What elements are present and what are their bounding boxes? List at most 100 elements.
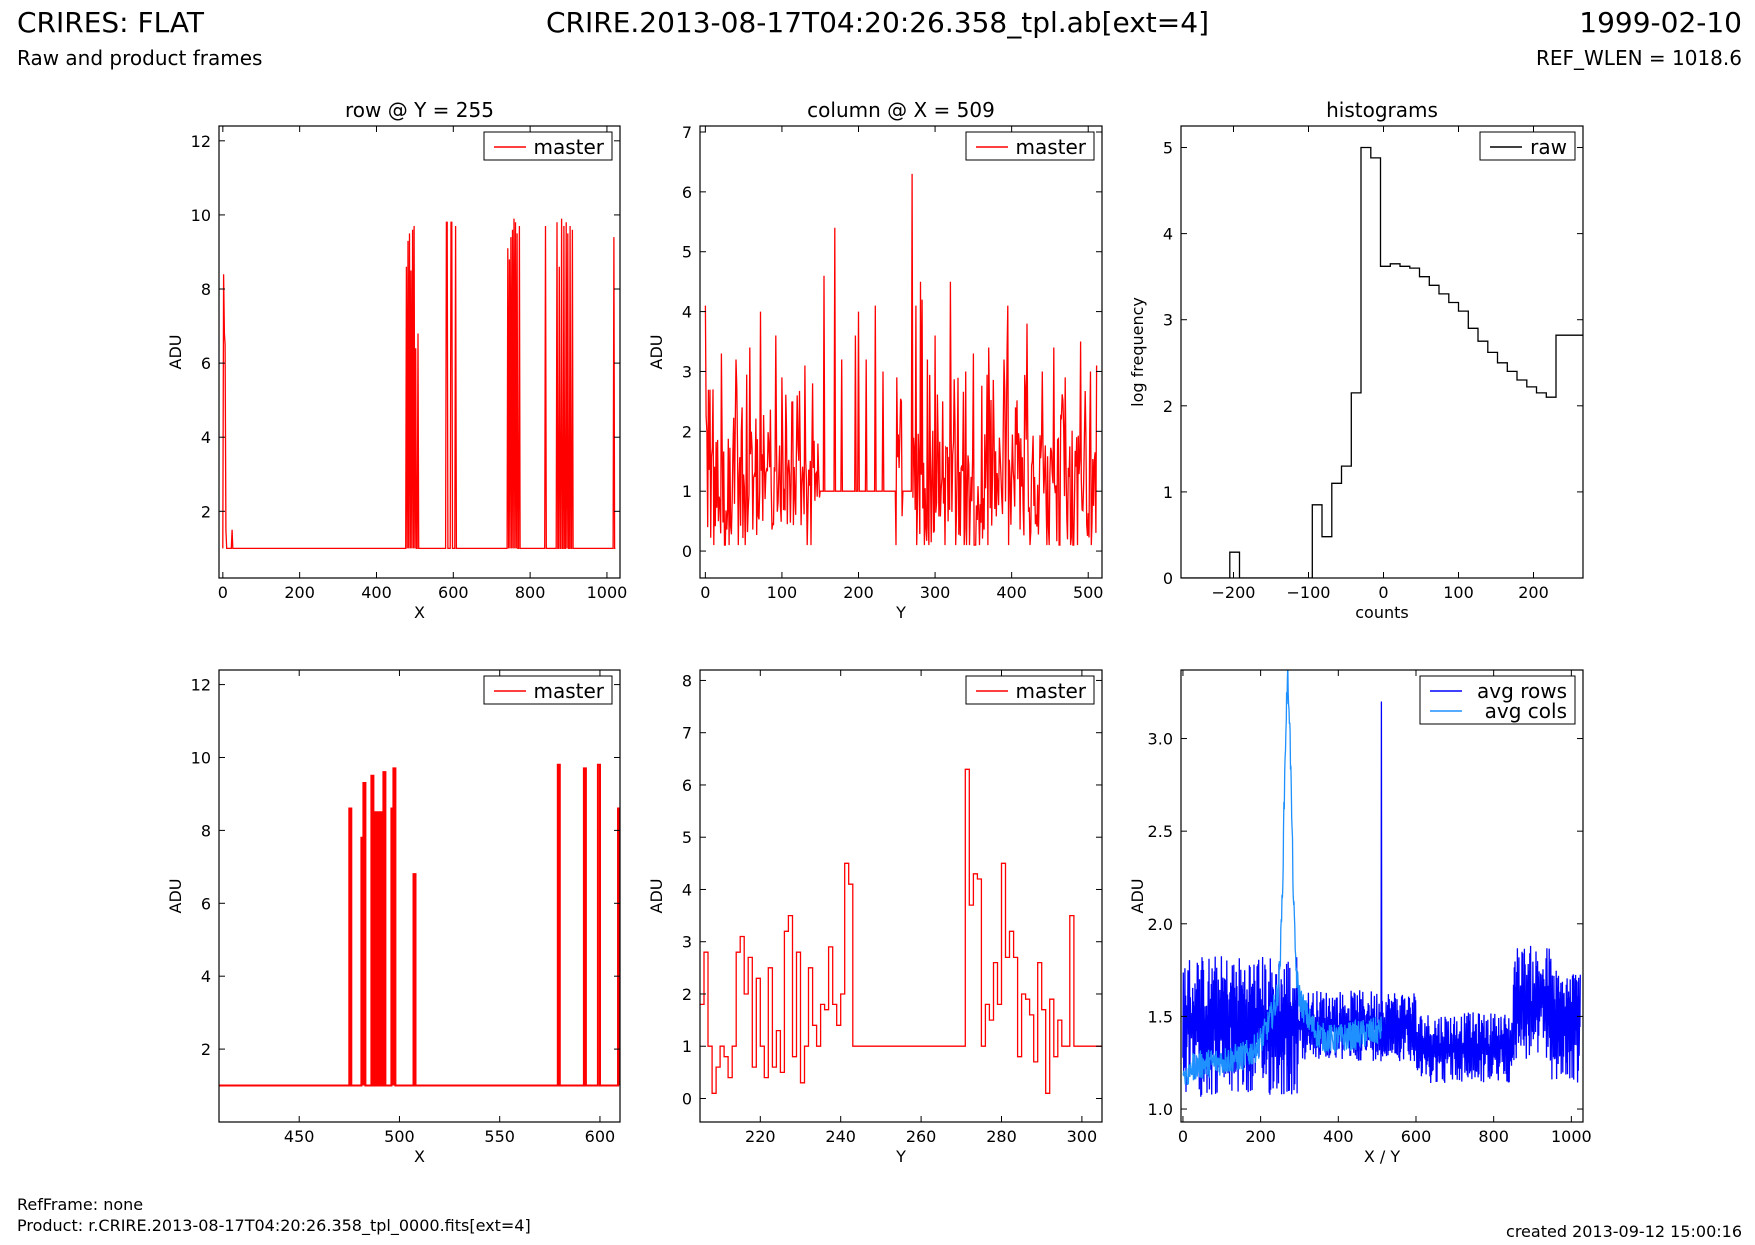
created-label: created 2013-09-12 15:00:16 [1506, 1222, 1742, 1241]
x-axis-label: counts [1355, 603, 1408, 622]
legend-box [1479, 131, 1576, 161]
chart-panel-1: row @ Y = 255 X ADU 0 200 400 600 800 1000 2 4 6 8 10… [166, 98, 627, 622]
y-tick-label: 3 [1163, 311, 1173, 330]
panel-title: column @ X = 509 [807, 98, 995, 122]
y-tick-label: 1 [682, 482, 692, 501]
y-axis-label: ADU [166, 335, 185, 370]
legend-label: master [533, 135, 604, 159]
y-axis-label: ADU [1128, 879, 1147, 914]
legend-box [965, 131, 1095, 161]
x-tick-label: 450 [284, 1127, 315, 1146]
plot-area [222, 218, 616, 550]
y-tick-label: 4 [1163, 225, 1173, 244]
y-tick-label: 2.5 [1148, 822, 1173, 841]
y-tick-label: 8 [201, 821, 211, 840]
y-tick-label: 8 [682, 671, 692, 690]
x-tick-label: 600 [585, 1127, 616, 1146]
x-tick-label: 100 [1443, 583, 1474, 602]
y-tick-label: 12 [191, 132, 211, 151]
y-tick-label: 2 [682, 985, 692, 1004]
y-tick-label: 0 [682, 1089, 692, 1108]
y-tick-label: 6 [201, 354, 211, 373]
y-axis-label: log frequency [1128, 297, 1147, 407]
x-tick-label: 200 [1245, 1127, 1276, 1146]
x-tick-label: 300 [1067, 1127, 1098, 1146]
chart-panel-4: X ADU 450 500 550 600 2 4 6 8 10 12 master [166, 669, 621, 1166]
x-tick-label: 260 [906, 1127, 937, 1146]
plot-frame [1180, 125, 1584, 579]
y-tick-label: 12 [191, 676, 211, 695]
x-tick-label: 300 [920, 583, 951, 602]
panel-title: row @ Y = 255 [345, 98, 494, 122]
plot-area [700, 768, 1102, 1094]
chart-panel-2: column @ X = 509 Y ADU 0 100 200 300 400 500 0 1 2 3… [647, 98, 1103, 622]
x-axis-label: X / Y [1364, 1147, 1401, 1166]
x-tick-label: 0 [1178, 1127, 1188, 1146]
y-tick-label: 0 [1163, 569, 1173, 588]
legend-label: master [1015, 679, 1086, 703]
series-line-master [222, 218, 616, 550]
legend-label: raw [1530, 135, 1567, 159]
plot-frame [218, 669, 621, 1123]
y-tick-label: 1 [682, 1037, 692, 1056]
product-label: Product: r.CRIRE.2013-08-17T04:20:26.358… [17, 1216, 531, 1235]
x-tick-label: 220 [745, 1127, 776, 1146]
plot-area [1181, 146, 1583, 578]
series-line-master [219, 763, 620, 1087]
y-tick-label: 1.5 [1148, 1007, 1173, 1026]
y-tick-label: 3.0 [1148, 730, 1173, 749]
x-tick-label: 1000 [587, 583, 628, 602]
y-tick-label: 4 [201, 967, 211, 986]
x-tick-label: 800 [515, 583, 546, 602]
legend: master [965, 675, 1095, 705]
x-tick-label: 500 [384, 1127, 415, 1146]
y-tick-label: 4 [682, 303, 692, 322]
y-axis-label: ADU [166, 879, 185, 914]
x-tick-label: 280 [986, 1127, 1017, 1146]
y-tick-label: 2.0 [1148, 915, 1173, 934]
plot-area [704, 173, 1098, 546]
legend-box [1419, 675, 1576, 725]
y-axis-label: ADU [647, 879, 666, 914]
x-tick-label: 800 [1478, 1127, 1509, 1146]
x-tick-label: 500 [1073, 583, 1104, 602]
x-tick-label: −200 [1212, 583, 1256, 602]
y-tick-label: 6 [682, 776, 692, 795]
y-tick-label: 0 [682, 542, 692, 561]
file-name: CRIRE.2013-08-17T04:20:26.358_tpl.ab[ext… [545, 6, 1209, 39]
plot-frame [218, 125, 621, 579]
y-tick-label: 4 [201, 428, 211, 447]
y-tick-label: 4 [682, 880, 692, 899]
plot-frame [699, 669, 1103, 1123]
y-tick-label: 7 [682, 123, 692, 142]
legend-label: master [1015, 135, 1086, 159]
y-tick-label: 7 [682, 724, 692, 743]
series-line-raw [1181, 146, 1583, 578]
y-tick-label: 2 [201, 1040, 211, 1059]
x-tick-label: 400 [1323, 1127, 1354, 1146]
x-tick-label: 1000 [1551, 1127, 1592, 1146]
x-tick-label: 550 [484, 1127, 515, 1146]
y-tick-label: 5 [682, 243, 692, 262]
y-tick-label: 5 [1163, 139, 1173, 158]
x-tick-label: 600 [1401, 1127, 1432, 1146]
report-subtitle: Raw and product frames [17, 46, 263, 70]
x-tick-label: 0 [218, 583, 228, 602]
series-line-avg-cols [1182, 670, 1383, 1086]
x-tick-label: 200 [1518, 583, 1549, 602]
x-tick-label: 0 [1378, 583, 1388, 602]
legend-label: master [533, 679, 604, 703]
plot-frame [1180, 669, 1584, 1123]
y-tick-label: 3 [682, 362, 692, 381]
y-axis-label: ADU [647, 335, 666, 370]
legend-box [483, 675, 613, 705]
x-tick-label: 600 [438, 583, 469, 602]
legend-label: avg rows [1477, 679, 1567, 703]
series-line-master [700, 768, 1102, 1094]
obs-date: 1999-02-10 [1579, 6, 1742, 39]
ref-frame-label: RefFrame: none [17, 1195, 144, 1214]
x-tick-label: 0 [700, 583, 710, 602]
plot-area [219, 763, 620, 1087]
